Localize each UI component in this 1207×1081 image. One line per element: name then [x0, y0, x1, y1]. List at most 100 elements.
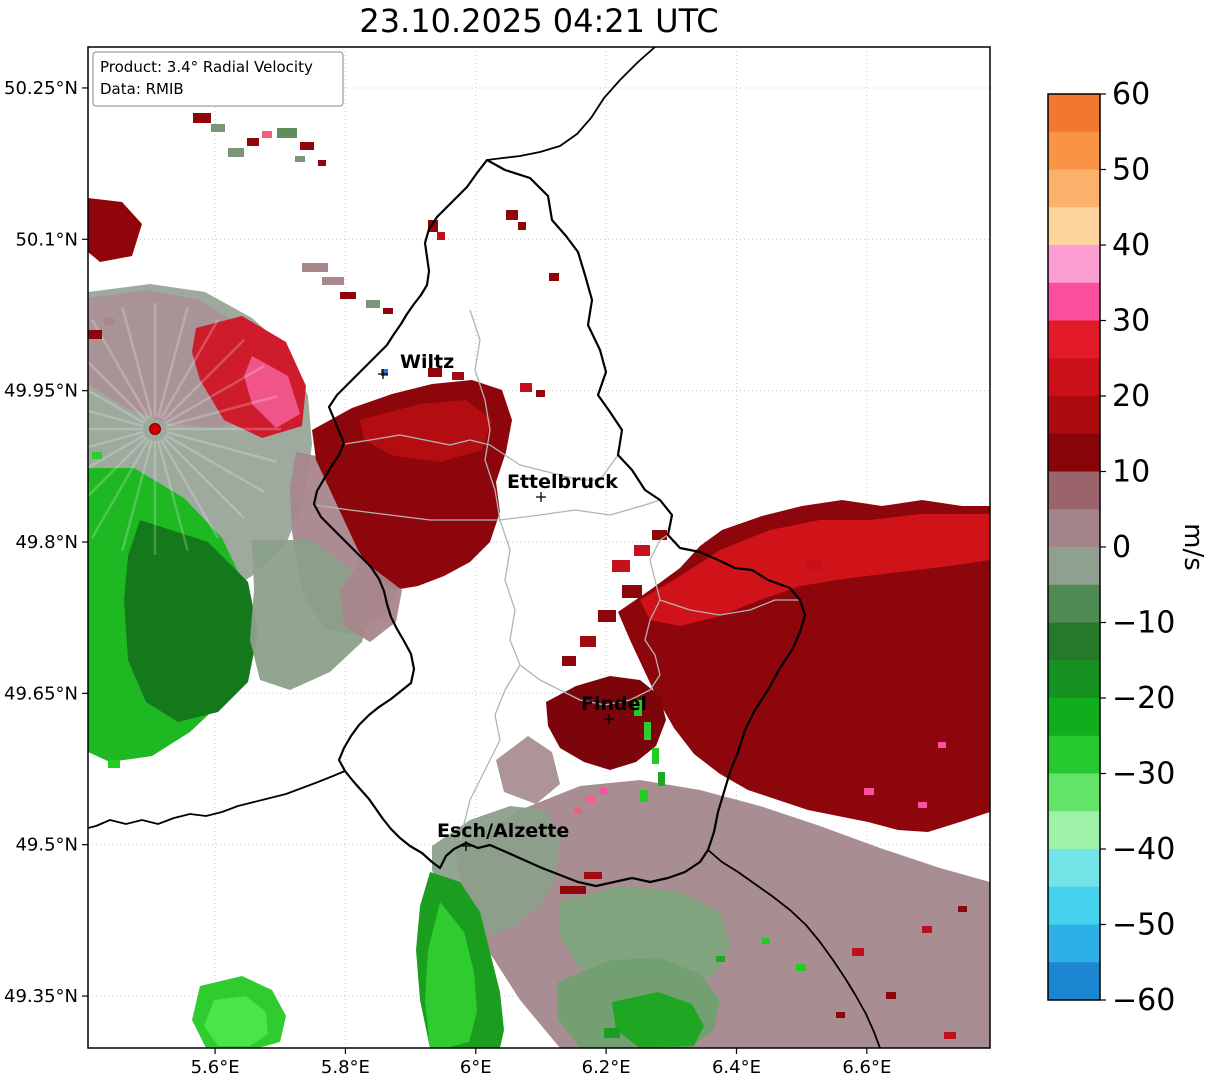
echo-speckle: [634, 700, 642, 716]
colorbar-tick-label: −20: [1112, 681, 1175, 716]
echo-speckle: [108, 760, 120, 768]
echo-speckle: [958, 906, 967, 912]
echo-speckle: [762, 938, 770, 944]
radar-spoke: [121, 440, 154, 552]
echo-speckle: [506, 210, 518, 220]
echo-findel-darkred: [546, 676, 666, 770]
echo-speckle: [295, 156, 305, 162]
colorbar-band: [1048, 924, 1100, 963]
radar-spoke: [88, 388, 146, 425]
echo-south-graygreen: [250, 540, 372, 690]
echo-speckle: [366, 300, 380, 308]
echo-west-pink-streak: [244, 356, 300, 428]
echo-speckle: [518, 222, 526, 230]
echo-speckle: [652, 748, 659, 764]
lat-tick-label: 49.5°N: [15, 835, 78, 856]
echo-speckle: [92, 452, 102, 459]
city-label: Ettelbruck: [507, 471, 618, 493]
echo-speckle: [560, 886, 586, 894]
echo-speckle: [852, 948, 864, 956]
echo-wiltz-red-overlay: [360, 400, 492, 462]
echo-speckle: [381, 369, 388, 376]
colorbar-band: [1048, 320, 1100, 359]
lat-tick-label: 49.65°N: [4, 683, 78, 704]
echo-esch-green-bright: [425, 902, 477, 1048]
colorbar-tick-label: −60: [1112, 983, 1175, 1018]
lon-tick-label: 6.4°E: [712, 1057, 761, 1078]
colorbar-band: [1048, 471, 1100, 510]
colorbar-band: [1048, 886, 1100, 925]
radar-spoke: [159, 319, 220, 420]
city-label: Wiltz: [400, 351, 454, 373]
echo-speckle: [562, 656, 576, 666]
colorbar-band: [1048, 584, 1100, 623]
echo-speckle: [584, 872, 602, 879]
echo-southcenter-graygreen: [560, 886, 730, 986]
colorbar-band: [1048, 735, 1100, 774]
echo-speckle: [944, 1032, 956, 1039]
colorbar-band: [1048, 698, 1100, 737]
echo-speckle: [228, 148, 244, 157]
echo-speckle: [428, 368, 442, 377]
echo-speckle: [828, 548, 842, 557]
france-belgium-border: [88, 770, 346, 829]
colorbar-band: [1048, 358, 1100, 397]
echo-speckle: [864, 788, 874, 795]
echo-speckle: [536, 390, 545, 397]
echo-speckle: [340, 292, 356, 299]
colorbar-tick-label: −30: [1112, 757, 1175, 792]
colorbar: 60 50 40 30 20 10 0 −10 −20 −30 −40 −50 −60 m/s: [1047, 77, 1207, 1018]
radar-spoke: [90, 438, 151, 539]
lon-tick-label: 6.6°E: [842, 1057, 891, 1078]
radar-spoke: [88, 360, 148, 422]
echo-speckle: [586, 796, 595, 803]
echo-speckle: [193, 113, 211, 123]
echo-speckle: [574, 808, 582, 814]
colorbar-band: [1048, 131, 1100, 170]
colorbar-band: [1048, 547, 1100, 586]
echo-speckle: [634, 545, 650, 556]
colorbar-band: [1048, 207, 1100, 246]
radar-spoke: [164, 433, 265, 494]
echo-speckle: [549, 273, 559, 281]
plot-title: 23.10.2025 04:21 UTC: [359, 2, 718, 40]
colorbar-tick-label: 60: [1112, 77, 1150, 112]
colorbar-band: [1048, 245, 1100, 284]
echo-speckle: [318, 160, 326, 166]
colorbar-band: [1048, 433, 1100, 472]
echo-leftedge-darkred: [88, 198, 142, 262]
lat-tick-label: 50.25°N: [4, 78, 78, 99]
colorbar-tick-label: 40: [1112, 228, 1150, 263]
echo-wiltz-mauve-south: [340, 560, 402, 642]
colorbar-tick-label: 10: [1112, 455, 1150, 490]
colorbar-band: [1048, 811, 1100, 850]
echo-speckle: [428, 220, 438, 232]
colorbar-band: [1048, 169, 1100, 208]
district-border: [499, 519, 669, 706]
echo-speckle: [247, 138, 259, 146]
city-label: Esch/Alzette: [437, 820, 569, 842]
echo-speckle: [262, 131, 272, 138]
echo-speckle: [600, 788, 607, 794]
echo-findel-west-mauve: [496, 736, 560, 804]
colorbar-tick-label: 50: [1112, 153, 1150, 188]
colorbar-band: [1048, 509, 1100, 548]
district-border: [659, 599, 800, 616]
colorbar-band: [1048, 773, 1100, 812]
info-product-line: Product: 3.4° Radial Velocity: [100, 58, 313, 76]
echo-speckle: [604, 1028, 620, 1038]
border-layer: [88, 47, 881, 1048]
echo-speckle: [302, 263, 328, 272]
luxembourg-border: [312, 158, 807, 888]
plot-frame: [87, 46, 991, 1049]
belgium-germany-border: [486, 47, 656, 161]
echo-speckle: [300, 142, 314, 150]
colorbar-tick-label: 30: [1112, 304, 1150, 339]
city-marker: [604, 714, 614, 724]
colorbar-band: [1048, 94, 1100, 133]
lon-tick-label: 6.2°E: [582, 1057, 631, 1078]
city-marker: [461, 841, 471, 851]
echo-speckle: [277, 128, 297, 138]
echo-speckle: [211, 124, 225, 132]
radar-spoke: [88, 436, 148, 498]
